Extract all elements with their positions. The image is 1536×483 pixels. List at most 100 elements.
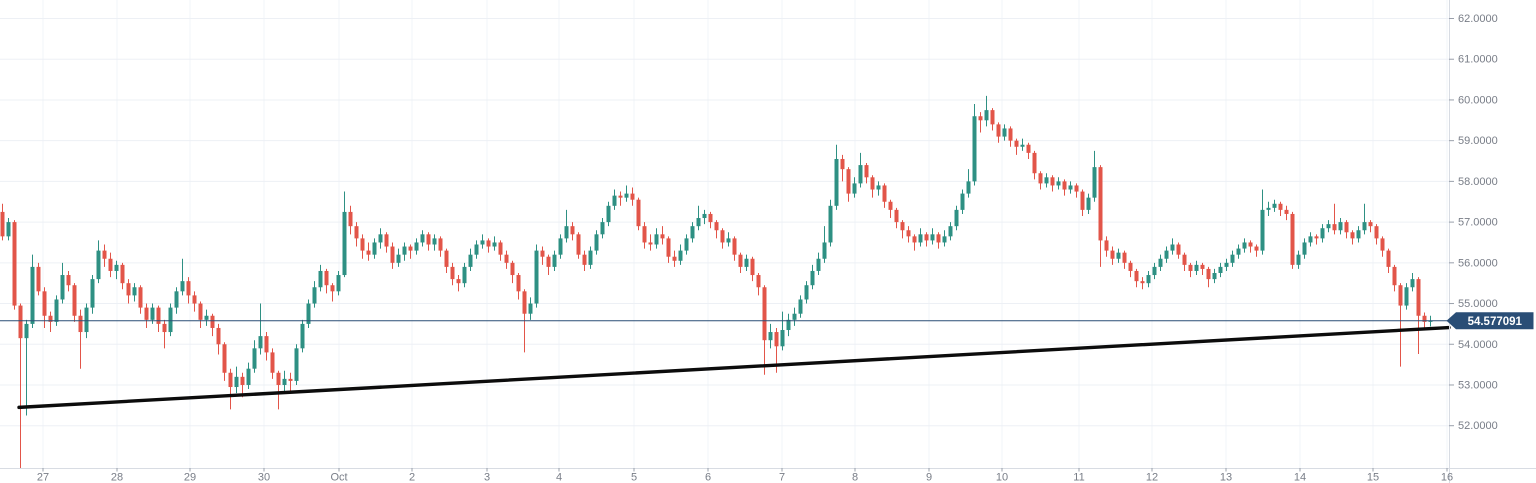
candle-down	[36, 266, 41, 292]
candle-up	[1308, 236, 1313, 243]
candle-down	[348, 211, 353, 227]
candle-up	[342, 211, 347, 276]
candle-up	[1296, 254, 1301, 265]
candle-down	[1050, 177, 1055, 186]
time-tick-label: 7	[779, 472, 785, 483]
candle-down	[354, 226, 359, 239]
candle-down	[390, 246, 395, 263]
candle-up	[312, 287, 317, 304]
candle-up	[60, 275, 65, 300]
candle-down	[1182, 254, 1187, 265]
candle-down	[426, 234, 431, 245]
candle-up	[600, 222, 605, 235]
candle-up	[918, 234, 923, 243]
candle-down	[456, 279, 461, 284]
candle-down	[108, 258, 113, 271]
candle-up	[1404, 287, 1409, 306]
candle-down	[990, 110, 995, 125]
candle-down	[738, 254, 743, 267]
candle-up	[1152, 266, 1157, 276]
candle-down	[1344, 222, 1349, 233]
candle-down	[102, 250, 107, 259]
candle-down	[666, 238, 671, 257]
candle-down	[1104, 240, 1109, 251]
candle-up	[306, 303, 311, 324]
candle-up	[396, 254, 401, 263]
candle-up	[984, 110, 989, 121]
candle-up	[852, 183, 857, 194]
candle-down	[1386, 250, 1391, 267]
candle-down	[762, 287, 767, 341]
price-tick-label: 57.0000	[1458, 217, 1498, 229]
candle-down	[1422, 315, 1427, 322]
candle-up	[876, 185, 881, 190]
candle-up	[402, 246, 407, 255]
candle-up	[180, 281, 185, 292]
candle-down	[162, 323, 167, 333]
candle-up	[1236, 248, 1241, 255]
candle-down	[708, 213, 713, 223]
price-tick-label: 60.0000	[1458, 94, 1498, 106]
candle-down	[1278, 203, 1283, 210]
candle-up	[702, 213, 707, 219]
candle-down	[636, 199, 641, 227]
candle-down	[384, 234, 389, 247]
candle-down	[1368, 222, 1373, 227]
candle-up	[174, 291, 179, 308]
candle-down	[540, 250, 545, 257]
trendline[interactable]	[17, 325, 1451, 410]
candle-up	[114, 264, 119, 271]
candle-up	[318, 270, 323, 288]
candle-up	[822, 242, 827, 259]
candle-up	[1302, 242, 1307, 255]
candle-down	[1380, 238, 1385, 251]
candle-down	[228, 372, 233, 388]
candle-down	[510, 262, 515, 276]
candle-up	[810, 270, 815, 286]
candle-up	[1242, 242, 1247, 249]
candle-down	[1350, 232, 1355, 239]
candle-down	[330, 285, 335, 292]
candle-down	[66, 275, 71, 286]
candle-down	[288, 378, 293, 381]
candle-up	[378, 234, 383, 243]
time-tick-label: 15	[1367, 472, 1379, 483]
candle-down	[1284, 209, 1289, 214]
candle-down	[1014, 140, 1019, 147]
candle-down	[924, 234, 929, 241]
time-tick-label: 4	[556, 472, 562, 483]
candle-down	[1290, 213, 1295, 265]
candle-down	[1098, 167, 1103, 241]
candle-down	[516, 275, 521, 292]
candle-up	[204, 315, 209, 320]
candle-up	[1002, 128, 1007, 137]
candle-down	[72, 285, 77, 316]
price-tick-label: 58.0000	[1458, 176, 1498, 188]
candle-up	[972, 116, 977, 182]
candle-down	[582, 254, 587, 265]
candle-down	[78, 315, 83, 333]
candle-down	[1026, 144, 1031, 153]
candle-down	[222, 344, 227, 373]
candle-up	[696, 218, 701, 227]
candle-up	[528, 303, 533, 314]
candle-down	[1080, 191, 1085, 210]
candle-up	[1272, 203, 1277, 208]
candle-up	[246, 368, 251, 385]
candle-down	[660, 234, 665, 239]
candle-up	[168, 307, 173, 333]
time-tick-label: 2	[409, 472, 415, 483]
candle-down	[120, 264, 125, 284]
candle-up	[798, 299, 803, 314]
candle-down	[1248, 242, 1253, 247]
candle-up	[534, 250, 539, 304]
candle-down	[1188, 264, 1193, 271]
candle-down	[870, 177, 875, 190]
candle-down	[264, 336, 269, 353]
candle-up	[744, 258, 749, 267]
candle-down	[126, 283, 131, 296]
time-tick-label: 14	[1294, 472, 1306, 483]
price-tick-label: 54.0000	[1458, 339, 1498, 351]
